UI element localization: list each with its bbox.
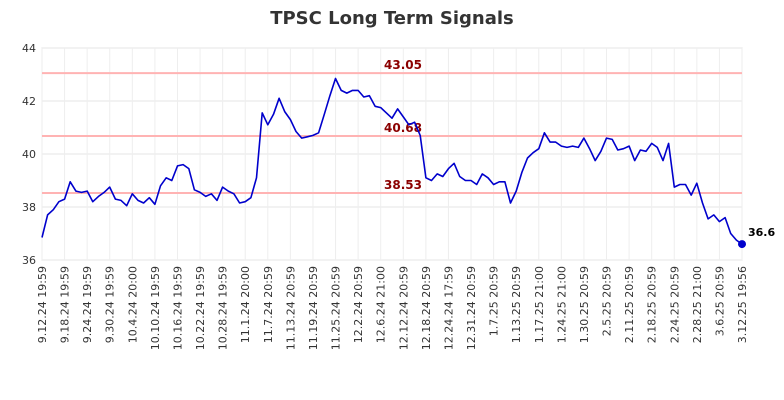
y-tick-label: 40 [22,148,36,161]
x-tick-label: 9.30.24 19:59 [104,266,117,343]
x-tick-label: 10.16.24 19:59 [171,266,184,350]
x-tick-label: 1.7.25 20:59 [488,266,501,336]
x-tick-label: 11.7.24 20:59 [262,266,275,343]
x-tick-label: 2.11.25 20:59 [623,266,636,343]
chart-title: TPSC Long Term Signals [270,8,514,29]
x-tick-label: 12.24.24 17:59 [442,266,455,350]
x-tick-label: 10.4.24 20:00 [126,266,139,343]
x-tick-label: 10.28.24 19:59 [217,266,230,350]
x-tick-label: 2.28.25 21:00 [691,266,704,343]
x-tick-label: 9.24.24 19:59 [81,266,94,343]
x-tick-label: 3.12.25 19:56 [736,266,749,343]
x-tick-label: 3.6.25 20:59 [713,266,726,336]
x-tick-label: 1.30.25 20:59 [578,266,591,343]
x-tick-label: 2.5.25 20:59 [601,266,614,336]
x-tick-label: 12.2.24 20:59 [352,266,365,343]
y-tick-label: 44 [22,42,36,55]
x-tick-label: 11.1.24 20:00 [239,266,252,343]
y-tick-label: 36 [22,254,36,267]
x-tick-label: 12.6.24 21:00 [375,266,388,343]
last-value-label: 36.6 [748,226,775,239]
x-tick-label: 2.24.25 20:59 [668,266,681,343]
x-tick-label: 10.10.24 19:59 [149,266,162,350]
x-tick-label: 1.13.25 20:59 [510,266,523,343]
signal-level-label: 43.05 [384,58,422,72]
x-tick-label: 12.12.24 20:59 [397,266,410,350]
x-tick-label: 12.31.24 20:59 [465,266,478,350]
x-tick-label: 12.18.24 20:59 [420,266,433,350]
x-tick-label: 2.18.25 20:59 [646,266,659,343]
y-tick-label: 38 [22,201,36,214]
price-line [41,77,743,245]
last-value-point [738,240,746,249]
x-tick-label: 9.12.24 19:59 [36,266,49,343]
y-tick-label: 42 [22,95,36,108]
x-tick-label: 11.25.24 20:59 [330,266,343,350]
x-tick-label: 11.19.24 20:59 [307,266,320,350]
x-tick-label: 1.17.25 21:00 [533,266,546,343]
x-tick-label: 9.18.24 19:59 [59,266,72,343]
x-tick-label: 1.24.25 21:00 [555,266,568,343]
signal-level-label: 38.53 [384,178,422,192]
signal-level-label: 40.68 [384,121,422,135]
x-tick-label: 10.22.24 19:59 [194,266,207,350]
x-tick-label: 11.13.24 20:59 [284,266,297,350]
